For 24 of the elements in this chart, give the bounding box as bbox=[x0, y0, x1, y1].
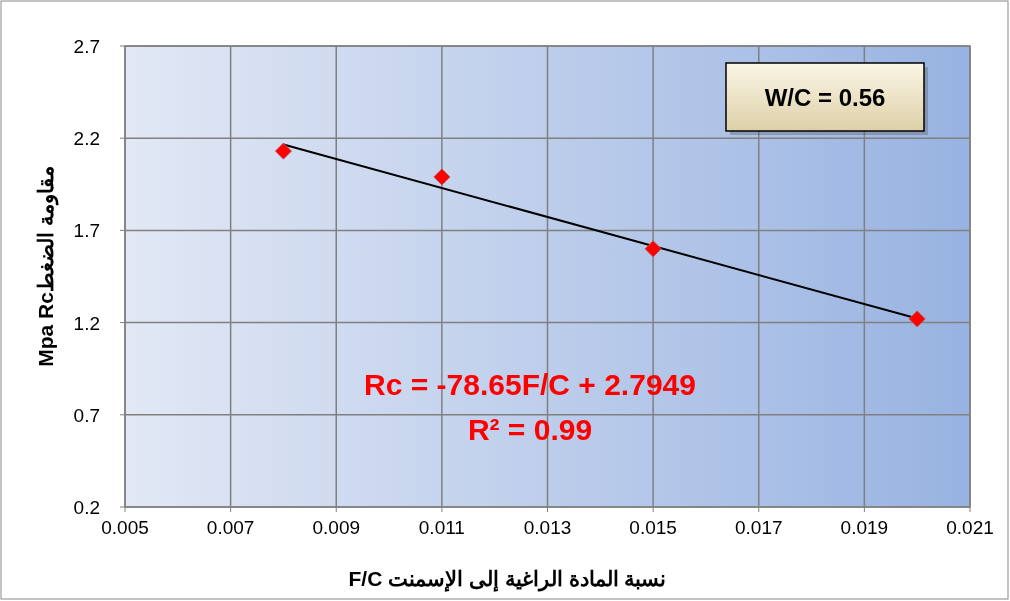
point bbox=[644, 240, 662, 258]
y-tick-label: 1.7 bbox=[73, 220, 100, 242]
annotation: W/C = 0.56 bbox=[764, 84, 886, 111]
x-tick-label: 0.015 bbox=[629, 517, 677, 538]
x-tick-label: 0.017 bbox=[734, 517, 783, 538]
point bbox=[908, 310, 926, 328]
y-tick-label: 2.7 bbox=[73, 36, 100, 57]
annotation: R² = 0.99 bbox=[467, 413, 593, 446]
y-tick-label: 1.2 bbox=[73, 312, 100, 334]
y-tick-label: 0.2 bbox=[73, 497, 100, 518]
point bbox=[433, 168, 451, 186]
annotation: Rc = -78.65F/C + 2.7949 bbox=[364, 368, 696, 401]
x-axis-title: F/C نسبة المادة الراغية إلى الإسمنت bbox=[348, 567, 667, 592]
x-tick-label: 0.019 bbox=[840, 517, 889, 538]
x-tick-label: 0.011 bbox=[418, 517, 465, 538]
y-axis-title: Mpa Rcمقاومة الضغط bbox=[34, 166, 59, 367]
y-tick-label: 0.7 bbox=[73, 404, 100, 426]
x-tick-label: 0.021 bbox=[946, 517, 994, 538]
x-tick-label: 0.009 bbox=[312, 517, 361, 538]
point bbox=[274, 142, 292, 160]
y-tick-label: 2.2 bbox=[73, 128, 100, 150]
x-tick-label: 0.007 bbox=[206, 517, 255, 538]
x-tick-label: 0.013 bbox=[523, 517, 572, 538]
x-tick-label: 0.005 bbox=[101, 517, 149, 538]
